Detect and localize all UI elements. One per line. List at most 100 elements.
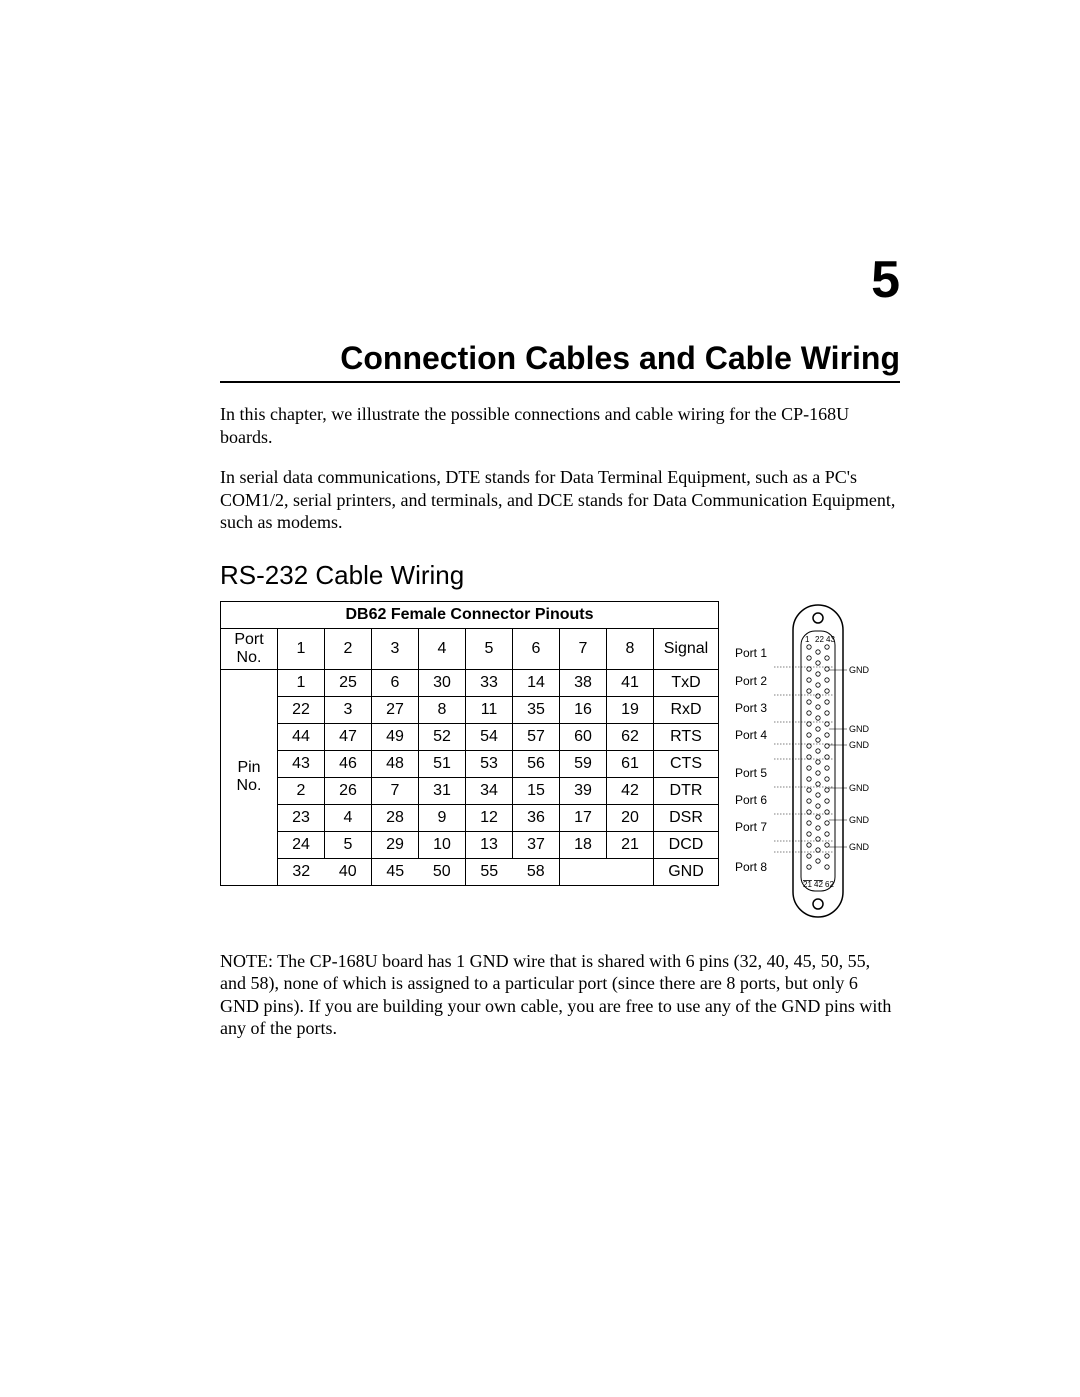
port-label: Port 7	[735, 820, 767, 834]
cell: 29	[372, 831, 419, 858]
port-col: 4	[419, 628, 466, 669]
port-col: 3	[372, 628, 419, 669]
cell: 9	[419, 804, 466, 831]
pin-num: 1	[805, 635, 810, 644]
gnd-label: GND	[849, 815, 870, 825]
port-label: Port 3	[735, 701, 767, 715]
cell: 13	[466, 831, 513, 858]
cell: 26	[325, 777, 372, 804]
cell: 44	[278, 723, 325, 750]
cell: 1	[278, 669, 325, 696]
cell: 18	[560, 831, 607, 858]
cell: 20	[607, 804, 654, 831]
cell: 57	[513, 723, 560, 750]
cell: 5	[325, 831, 372, 858]
port-no-header: Port No.	[221, 628, 278, 669]
pin-no-header: Pin No.	[221, 669, 278, 885]
cell: 42	[607, 777, 654, 804]
table-header-row: Port No. 1 2 3 4 5 6 7 8 Signal	[221, 628, 719, 669]
table-row: 23 4 28 9 12 36 17 20 DSR	[221, 804, 719, 831]
signal-header: Signal	[654, 628, 719, 669]
note-paragraph: NOTE: The CP-168U board has 1 GND wire t…	[220, 950, 900, 1040]
signal-cell: DTR	[654, 777, 719, 804]
cell: 12	[466, 804, 513, 831]
cell: 46	[325, 750, 372, 777]
intro-paragraph-1: In this chapter, we illustrate the possi…	[220, 403, 900, 448]
signal-cell: DCD	[654, 831, 719, 858]
table-caption: DB62 Female Connector Pinouts	[221, 601, 719, 628]
signal-cell: CTS	[654, 750, 719, 777]
db62-connector-icon: 1 22 43 21 42 62	[729, 601, 874, 921]
cell: 27	[372, 696, 419, 723]
cell: 25	[325, 669, 372, 696]
section-heading: RS-232 Cable Wiring	[220, 560, 900, 591]
cell: 47	[325, 723, 372, 750]
gnd-cell: 50	[419, 858, 466, 885]
port-col: 8	[607, 628, 654, 669]
table-row: 2 26 7 31 34 15 39 42 DTR	[221, 777, 719, 804]
cell: 52	[419, 723, 466, 750]
cell: 60	[560, 723, 607, 750]
cell: 23	[278, 804, 325, 831]
cell: 3	[325, 696, 372, 723]
cell: 38	[560, 669, 607, 696]
gnd-cell: 55	[466, 858, 513, 885]
cell: 31	[419, 777, 466, 804]
intro-paragraph-2: In serial data communications, DTE stand…	[220, 466, 900, 534]
cell: 35	[513, 696, 560, 723]
table-row: 43 46 48 51 53 56 59 61 CTS	[221, 750, 719, 777]
cell: 59	[560, 750, 607, 777]
cell: 37	[513, 831, 560, 858]
signal-cell: DSR	[654, 804, 719, 831]
port-col: 6	[513, 628, 560, 669]
port-label: Port 2	[735, 674, 767, 688]
cell: 21	[607, 831, 654, 858]
table-row: 44 47 49 52 54 57 60 62 RTS	[221, 723, 719, 750]
cell: 53	[466, 750, 513, 777]
pin-num: 43	[826, 635, 835, 644]
cell: 19	[607, 696, 654, 723]
port-label: Port 6	[735, 793, 767, 807]
gnd-cell-blank	[560, 858, 607, 885]
cell: 28	[372, 804, 419, 831]
cell: 49	[372, 723, 419, 750]
port-col: 5	[466, 628, 513, 669]
gnd-label: GND	[849, 842, 870, 852]
table-row: 24 5 29 10 13 37 18 21 DCD	[221, 831, 719, 858]
gnd-label: GND	[849, 665, 870, 675]
cell: 15	[513, 777, 560, 804]
cell: 10	[419, 831, 466, 858]
cell: 62	[607, 723, 654, 750]
cell: 22	[278, 696, 325, 723]
cell: 61	[607, 750, 654, 777]
cell: 24	[278, 831, 325, 858]
gnd-label: GND	[849, 724, 870, 734]
cell: 43	[278, 750, 325, 777]
pin-num: 21	[803, 880, 812, 889]
table-and-diagram: DB62 Female Connector Pinouts Port No. 1…	[220, 601, 900, 926]
pin-num: 22	[815, 635, 824, 644]
gnd-cell-blank	[607, 858, 654, 885]
cell: 7	[372, 777, 419, 804]
connector-diagram: 1 22 43 21 42 62	[729, 601, 874, 926]
cell: 30	[419, 669, 466, 696]
page: 5 Connection Cables and Cable Wiring In …	[0, 0, 1080, 1138]
table-row: 22 3 27 8 11 35 16 19 RxD	[221, 696, 719, 723]
cell: 56	[513, 750, 560, 777]
cell: 51	[419, 750, 466, 777]
pinout-table: DB62 Female Connector Pinouts Port No. 1…	[220, 601, 719, 886]
cell: 34	[466, 777, 513, 804]
cell: 48	[372, 750, 419, 777]
cell: 33	[466, 669, 513, 696]
cell: 11	[466, 696, 513, 723]
cell: 2	[278, 777, 325, 804]
pin-num: 62	[825, 880, 834, 889]
port-col: 1	[278, 628, 325, 669]
cell: 17	[560, 804, 607, 831]
cell: 8	[419, 696, 466, 723]
cell: 54	[466, 723, 513, 750]
port-label: Port 1	[735, 646, 767, 660]
port-col: 7	[560, 628, 607, 669]
chapter-number: 5	[220, 250, 900, 310]
gnd-row: 32 40 45 50 55 58 GND	[221, 858, 719, 885]
